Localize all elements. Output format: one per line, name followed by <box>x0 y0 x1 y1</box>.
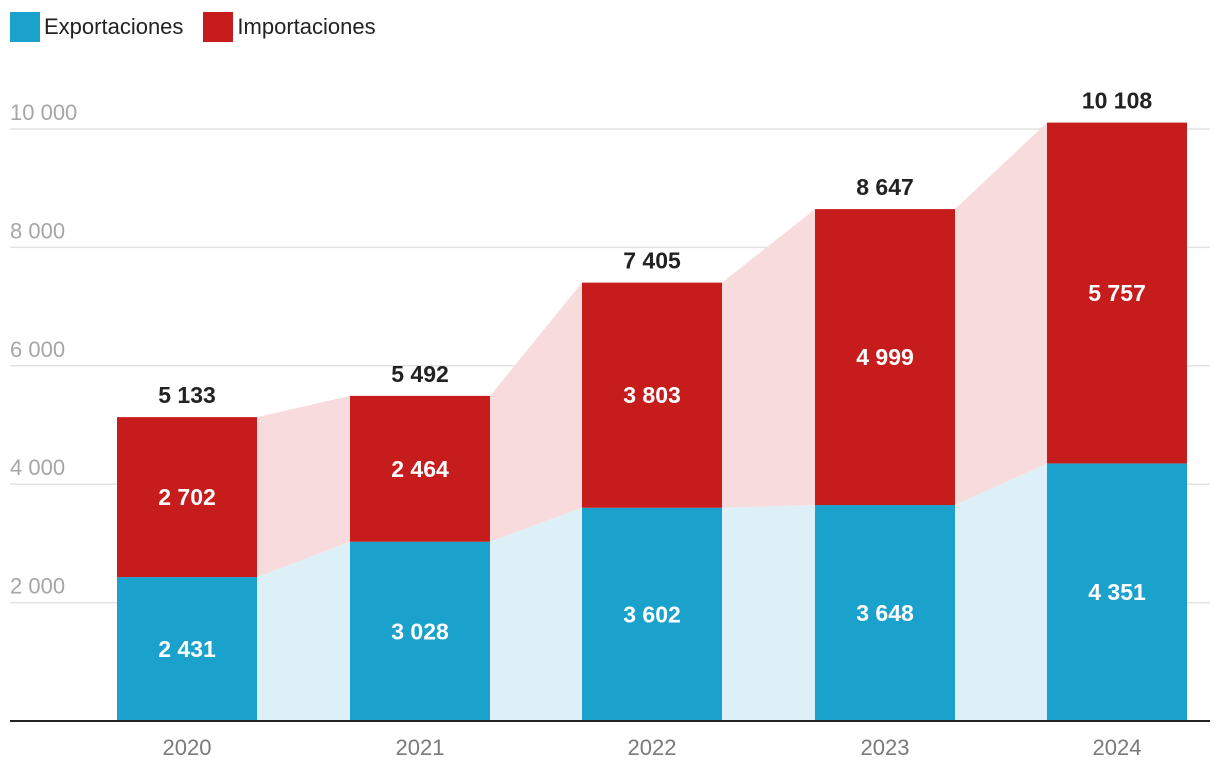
y-tick-label: 4 000 <box>10 455 65 480</box>
bar-importaciones-2023 <box>815 209 955 506</box>
legend-label-exportaciones: Exportaciones <box>44 14 184 39</box>
bar-importaciones-2021 <box>350 395 490 542</box>
legend-item-exportaciones: Exportaciones <box>10 12 183 42</box>
bar-total-label: 10 108 <box>1082 88 1153 114</box>
x-tick-label: 2022 <box>628 735 677 760</box>
bar-importaciones-2024 <box>1047 122 1187 464</box>
band-exportaciones <box>490 507 582 721</box>
bar-value-label: 3 803 <box>623 382 681 408</box>
x-tick-label: 2023 <box>861 735 910 760</box>
bar-exportaciones-2024 <box>1047 463 1187 721</box>
x-tick-label: 2021 <box>396 735 445 760</box>
x-tick-label: 2024 <box>1093 735 1142 760</box>
legend-swatch-importaciones <box>203 12 234 42</box>
band-importaciones <box>490 282 582 542</box>
bar-value-label: 4 351 <box>1088 579 1146 605</box>
band-importaciones <box>257 395 350 578</box>
legend-item-importaciones: Importaciones <box>203 12 376 42</box>
bar-value-label: 2 702 <box>158 484 216 510</box>
bar-value-label: 2 464 <box>391 456 449 482</box>
legend: Exportaciones Importaciones <box>10 12 396 42</box>
x-tick-label: 2020 <box>163 735 212 760</box>
bar-total-label: 5 133 <box>158 382 216 408</box>
band-importaciones <box>722 209 815 508</box>
bar-value-label: 3 602 <box>623 601 681 627</box>
bar-value-label: 4 999 <box>856 344 914 370</box>
bar-exportaciones-2023 <box>815 505 955 721</box>
bar-value-label: 2 431 <box>158 636 216 662</box>
band-exportaciones <box>722 505 815 721</box>
legend-swatch-exportaciones <box>10 12 40 42</box>
bar-value-label: 3 648 <box>856 600 914 626</box>
bar-importaciones-2022 <box>582 282 722 508</box>
y-tick-label: 6 000 <box>10 337 65 362</box>
bar-exportaciones-2022 <box>582 507 722 721</box>
legend-label-importaciones: Importaciones <box>237 14 376 39</box>
bar-importaciones-2020 <box>117 417 257 578</box>
bar-exportaciones-2020 <box>117 577 257 721</box>
band-importaciones <box>955 122 1047 506</box>
bar-total-label: 5 492 <box>391 361 449 387</box>
y-tick-label: 2 000 <box>10 574 65 599</box>
band-exportaciones <box>955 463 1047 721</box>
y-tick-label: 8 000 <box>10 218 65 243</box>
bar-value-label: 3 028 <box>391 618 449 644</box>
bar-total-label: 8 647 <box>856 174 914 200</box>
bar-value-label: 5 757 <box>1088 280 1146 306</box>
y-tick-label: 10 000 <box>10 100 77 125</box>
bar-exportaciones-2021 <box>350 541 490 721</box>
bar-total-label: 7 405 <box>623 248 681 274</box>
band-exportaciones <box>257 541 350 721</box>
